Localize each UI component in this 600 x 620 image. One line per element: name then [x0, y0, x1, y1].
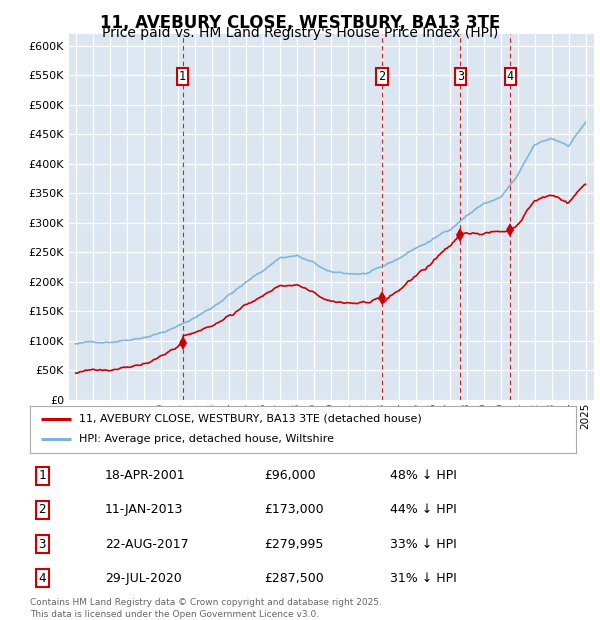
- Text: 22-AUG-2017: 22-AUG-2017: [105, 538, 188, 551]
- Text: £279,995: £279,995: [264, 538, 323, 551]
- Text: 29-JUL-2020: 29-JUL-2020: [105, 572, 182, 585]
- Text: 1: 1: [179, 70, 186, 83]
- Text: 33% ↓ HPI: 33% ↓ HPI: [390, 538, 457, 551]
- Text: £96,000: £96,000: [264, 469, 316, 482]
- Text: 2: 2: [38, 503, 46, 516]
- Text: 44% ↓ HPI: 44% ↓ HPI: [390, 503, 457, 516]
- Text: 11, AVEBURY CLOSE, WESTBURY, BA13 3TE (detached house): 11, AVEBURY CLOSE, WESTBURY, BA13 3TE (d…: [79, 414, 422, 423]
- Text: 18-APR-2001: 18-APR-2001: [105, 469, 185, 482]
- Text: 31% ↓ HPI: 31% ↓ HPI: [390, 572, 457, 585]
- Text: 4: 4: [507, 70, 514, 83]
- Text: Price paid vs. HM Land Registry's House Price Index (HPI): Price paid vs. HM Land Registry's House …: [102, 26, 498, 40]
- Text: 1: 1: [38, 469, 46, 482]
- Text: 11, AVEBURY CLOSE, WESTBURY, BA13 3TE: 11, AVEBURY CLOSE, WESTBURY, BA13 3TE: [100, 14, 500, 32]
- Text: 11-JAN-2013: 11-JAN-2013: [105, 503, 184, 516]
- Text: HPI: Average price, detached house, Wiltshire: HPI: Average price, detached house, Wilt…: [79, 434, 334, 444]
- Text: £287,500: £287,500: [264, 572, 324, 585]
- Text: 48% ↓ HPI: 48% ↓ HPI: [390, 469, 457, 482]
- Text: Contains HM Land Registry data © Crown copyright and database right 2025.
This d: Contains HM Land Registry data © Crown c…: [30, 598, 382, 619]
- Text: 4: 4: [38, 572, 46, 585]
- Text: 2: 2: [379, 70, 386, 83]
- Text: £173,000: £173,000: [264, 503, 323, 516]
- Text: 3: 3: [457, 70, 464, 83]
- Text: 3: 3: [38, 538, 46, 551]
